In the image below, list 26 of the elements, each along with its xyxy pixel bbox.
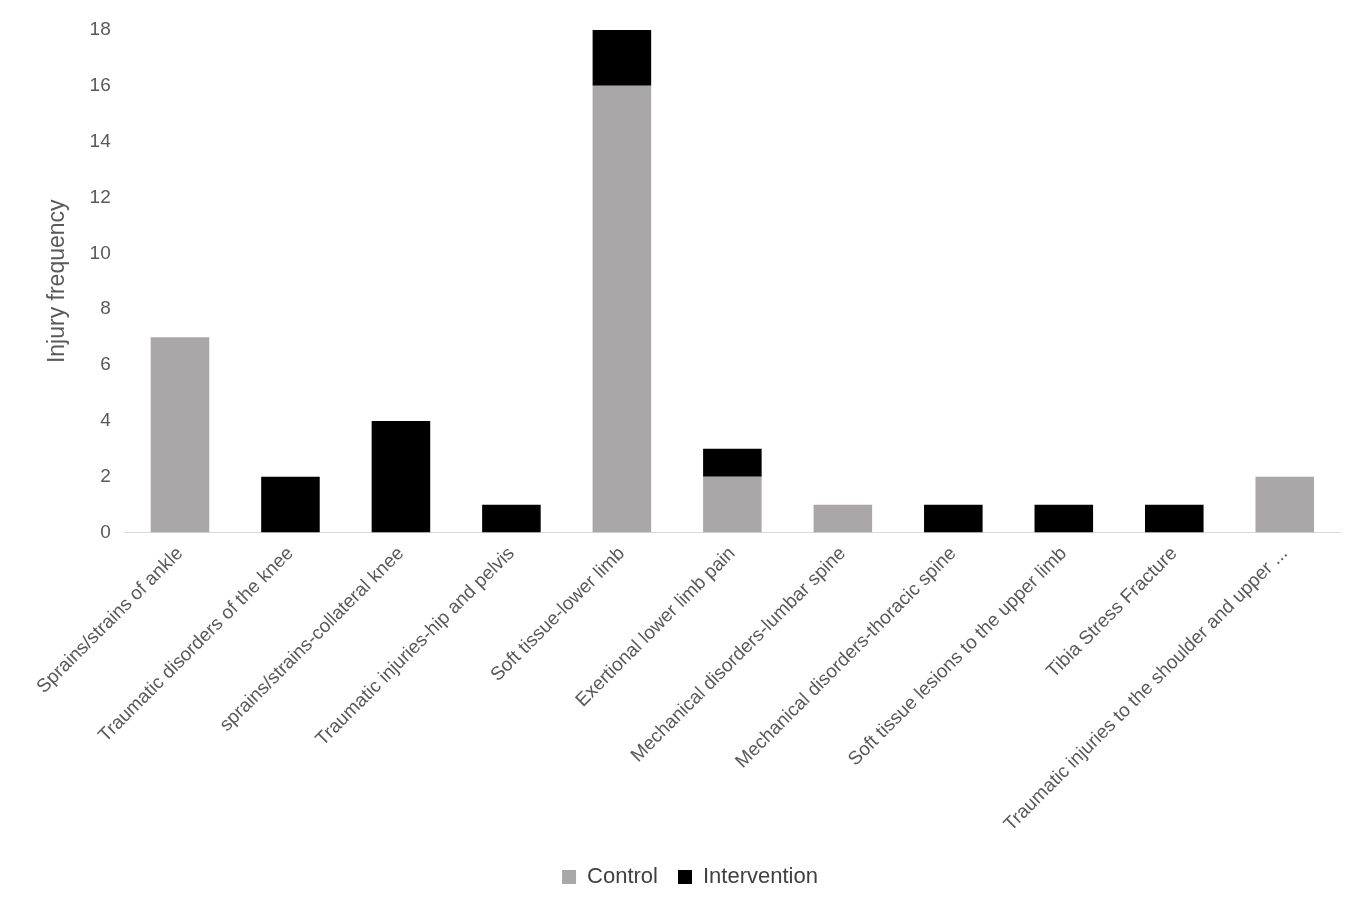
bar bbox=[813, 504, 873, 533]
bar bbox=[1255, 476, 1315, 533]
legend-label: Control bbox=[587, 863, 658, 889]
y-tick-label: 18 bbox=[89, 18, 111, 40]
y-tick-label: 14 bbox=[89, 129, 112, 151]
bar bbox=[1145, 504, 1204, 533]
bar bbox=[482, 504, 541, 533]
legend-label: Intervention bbox=[702, 863, 818, 889]
y-tick-label: 12 bbox=[89, 185, 111, 207]
bar bbox=[1034, 504, 1094, 533]
bar bbox=[924, 504, 983, 533]
bar bbox=[703, 476, 762, 533]
y-tick-label: 0 bbox=[100, 520, 111, 542]
y-tick-label: 8 bbox=[100, 297, 111, 319]
y-tick-label: 4 bbox=[100, 409, 112, 431]
bar bbox=[703, 448, 762, 477]
y-tick-label: 2 bbox=[100, 464, 111, 486]
bar bbox=[592, 30, 652, 86]
y-axis-title: Injury frequency bbox=[43, 198, 70, 364]
bar bbox=[261, 476, 320, 533]
bar bbox=[150, 337, 210, 533]
y-tick-label: 10 bbox=[89, 241, 111, 263]
y-tick-label: 16 bbox=[89, 74, 111, 96]
y-tick-label: 6 bbox=[100, 353, 111, 375]
bar bbox=[371, 420, 431, 533]
bar bbox=[592, 85, 652, 533]
